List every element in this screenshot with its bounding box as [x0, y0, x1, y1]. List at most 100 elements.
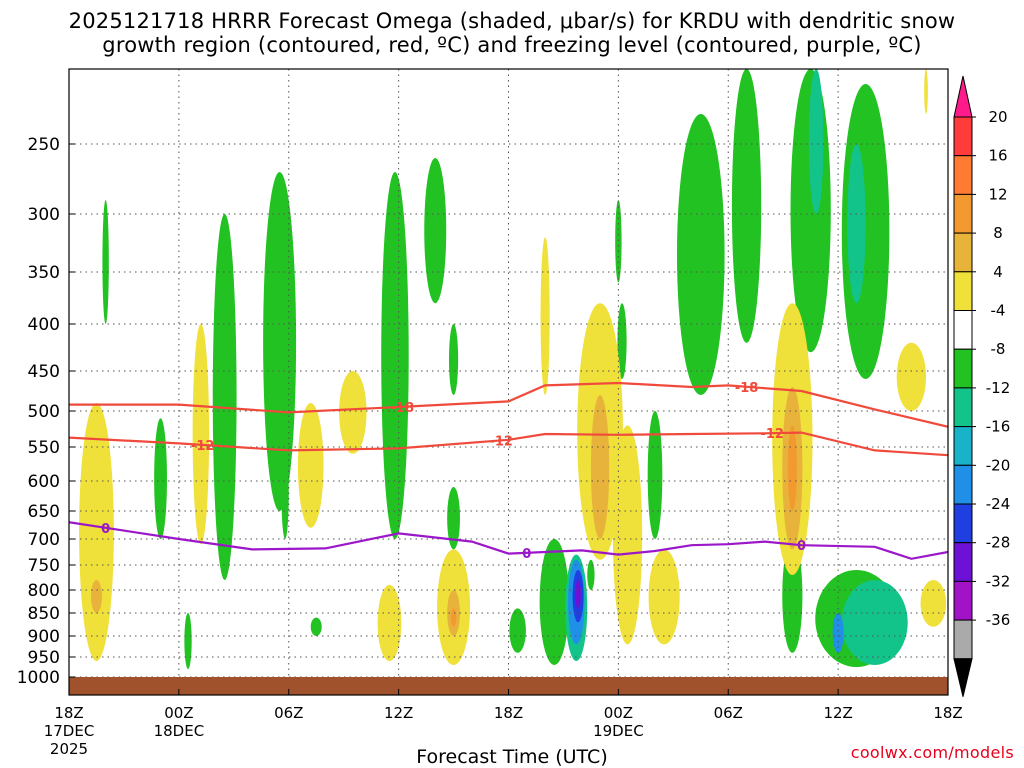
- x-tick-date-1: 18DEC: [154, 722, 205, 740]
- colorbar-swatch-0: [953, 116, 973, 157]
- x-tick-date-0: 17DEC: [44, 722, 95, 740]
- contour-label-0-0: -18: [391, 401, 415, 416]
- colorbar-legend: 20 16 12 8 4 -4 -8 -12 -16 -20 -24 -28 -32 -36: [953, 75, 1011, 697]
- colorbar-swatch-2: [953, 193, 973, 234]
- site-credit: coolwx.com/models: [850, 743, 1014, 762]
- omega-region-33: [297, 403, 324, 528]
- omega-region-50: [787, 425, 797, 512]
- contour-line-0: [69, 381, 948, 428]
- omega-region-31: [79, 403, 114, 661]
- y-tick-label-10: 750: [28, 556, 60, 576]
- y-tick-label-15: 1000: [17, 668, 60, 688]
- colorbar-label-1: 16: [988, 147, 1007, 165]
- colorbar-label-13: -36: [986, 611, 1011, 629]
- omega-region-17: [676, 114, 725, 395]
- contour-label-2-2: 0: [797, 539, 806, 554]
- contour-label-2-1: 0: [522, 547, 531, 562]
- x-tick-label-6: 06Z: [714, 704, 743, 722]
- contour-label-0-1: -18: [735, 381, 759, 396]
- omega-region-35: [377, 585, 402, 661]
- y-tick-label-0: 250: [28, 135, 60, 155]
- colorbar-swatch-9: [953, 464, 973, 505]
- omega-region-42: [896, 342, 927, 411]
- y-tick-label-5: 500: [28, 402, 60, 422]
- omega-region-13: [587, 559, 595, 591]
- omega-region-43: [920, 580, 947, 627]
- x-tick-year-0: 2025: [50, 740, 88, 758]
- y-tick-label-4: 450: [28, 362, 60, 382]
- x-tick-label-7: 12Z: [823, 704, 852, 722]
- colorbar-label-8: -16: [986, 418, 1011, 436]
- y-tick-label-13: 900: [28, 627, 60, 647]
- y-tick-label-1: 300: [28, 205, 60, 225]
- colorbar-swatch-6: [953, 348, 973, 389]
- omega-region-16: [647, 411, 663, 539]
- contour-lines: -18 -18 -12 -12 -12 0 0 0: [69, 381, 948, 562]
- colorbar-swatch-8: [953, 426, 973, 466]
- omega-region-7: [381, 172, 409, 539]
- x-tick-label-4: 18Z: [494, 704, 523, 722]
- y-tick-label-3: 400: [28, 315, 60, 335]
- y-tick-label-8: 650: [28, 502, 60, 522]
- omega-region-4: [263, 172, 297, 511]
- contour-label-2-0: 0: [101, 522, 110, 537]
- omega-region-18: [731, 69, 762, 343]
- y-tick-label-11: 800: [28, 581, 60, 601]
- colorbar-label-6: -8: [991, 340, 1006, 358]
- colorbar-swatch-3: [953, 232, 973, 273]
- omega-region-44: [924, 69, 928, 114]
- omega-region-45: [90, 580, 102, 613]
- chart-title-line2: growth region (contoured, red, ºC) and f…: [102, 33, 922, 57]
- omega-region-39: [612, 425, 643, 645]
- omega-region-34: [339, 371, 367, 454]
- y-axis: 250 300 350 400 450 500 550 600 650 700 750 800 850 9…: [17, 135, 75, 688]
- omega-region-2: [184, 613, 192, 669]
- x-tick-label-1: 00Z: [164, 704, 193, 722]
- x-tick-label-5: 00Z: [604, 704, 633, 722]
- omega-region-12: [539, 539, 569, 665]
- omega-region-1: [154, 418, 167, 539]
- omega-region-0: [102, 200, 109, 324]
- omega-region-6: [310, 617, 322, 636]
- x-axis-title: Forecast Time (UTC): [416, 746, 608, 768]
- omega-region-32: [192, 324, 210, 545]
- y-tick-label-9: 700: [28, 530, 60, 550]
- colorbar-swatch-4: [953, 271, 973, 311]
- x-tick-label-0: 18Z: [54, 704, 83, 722]
- x-tick-label-2: 06Z: [274, 704, 303, 722]
- colorbar-swatch-12: [953, 580, 973, 621]
- contour-label-1-2: -12: [760, 427, 784, 442]
- chart-title-line1: 2025121718 HRRR Forecast Omega (shaded, …: [68, 9, 956, 33]
- colorbar-swatch-5: [953, 310, 973, 350]
- contour-label-1-1: -12: [489, 434, 513, 449]
- contour-line-1: [69, 431, 948, 457]
- omega-region-47: [590, 395, 610, 539]
- omega-region-24: [847, 144, 866, 304]
- colorbar-label-7: -12: [986, 379, 1011, 397]
- colorbar-swatch-1: [953, 155, 973, 195]
- colorbar-label-3: 8: [993, 224, 1003, 242]
- y-tick-label-12: 850: [28, 604, 60, 624]
- y-tick-label-7: 600: [28, 472, 60, 492]
- omega-region-49: [450, 608, 457, 627]
- omega-region-23: [841, 580, 908, 665]
- omega-region-10: [447, 487, 460, 550]
- colorbar-swatch-11: [953, 542, 973, 582]
- omega-region-30: [575, 580, 581, 609]
- colorbar-label-2: 12: [988, 185, 1007, 203]
- colorbar-swatch-7: [953, 387, 973, 428]
- contour-label-1-0: -12: [191, 439, 215, 454]
- omega-region-14: [615, 200, 622, 283]
- colorbar-swatch-13: [953, 619, 973, 660]
- colorbar-label-11: -28: [986, 534, 1011, 552]
- omega-region-11: [509, 608, 526, 653]
- x-tick-label-8: 18Z: [933, 704, 962, 722]
- colorbar-label-0: 20: [988, 108, 1007, 126]
- colorbar-label-12: -32: [986, 572, 1011, 590]
- omega-region-9: [448, 324, 459, 395]
- omega-shading: [79, 69, 947, 669]
- omega-region-8: [424, 158, 447, 304]
- colorbar-bottom-arrow: [953, 658, 973, 697]
